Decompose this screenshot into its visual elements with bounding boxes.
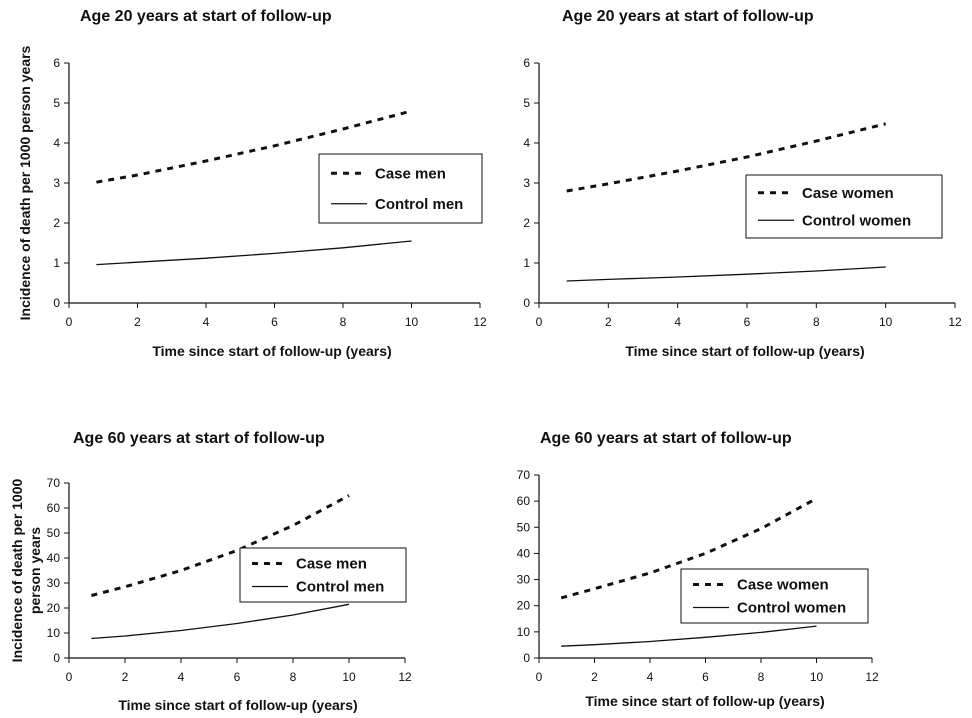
legend-entry: Control men [375, 196, 463, 213]
x-tick-label: 10 [810, 670, 824, 684]
legend-box [745, 174, 943, 239]
y-tick-label: 20 [517, 599, 531, 613]
y-tick-label: 6 [523, 56, 530, 70]
x-tick-label: 8 [758, 670, 765, 684]
chart-title: Age 20 years at start of follow-up [80, 8, 332, 25]
x-tick-label: 6 [744, 315, 751, 329]
y-tick-label: 5 [53, 96, 60, 110]
y-tick-label: 50 [47, 526, 61, 540]
x-tick-label: 12 [865, 670, 879, 684]
chart-title: Age 60 years at start of follow-up [73, 430, 325, 447]
series-line-control-men [91, 603, 350, 640]
x-tick-label: 6 [702, 670, 709, 684]
x-tick-label: 6 [234, 670, 241, 684]
y-tick-label: 0 [53, 651, 60, 665]
series-line-control-men [96, 240, 412, 266]
legend-entry: Case men [375, 165, 446, 182]
chart-2: Age 20 years at start of follow-up 0 2 4 6 8 1… [523, 8, 962, 359]
x-tick-label: 12 [473, 315, 487, 329]
y-tick-label: 5 [523, 96, 530, 110]
legend-box [318, 153, 483, 224]
x-tick-label: 0 [66, 315, 73, 329]
y-axis-label: Incidence of death per 1000 person years [17, 45, 33, 320]
chart-title: Age 60 years at start of follow-up [540, 430, 792, 447]
x-tick-label: 0 [536, 670, 543, 684]
y-tick-label: 40 [47, 551, 61, 565]
y-tick-label: 40 [517, 546, 531, 560]
legend-entry: Control women [802, 212, 911, 229]
x-tick-label: 8 [813, 315, 820, 329]
y-tick-label: 60 [47, 501, 61, 515]
x-tick-label: 4 [203, 315, 210, 329]
y-tick-label: 2 [523, 216, 530, 230]
x-tick-label: 4 [674, 315, 681, 329]
y-tick-label: 0 [523, 651, 530, 665]
y-tick-label: 2 [53, 216, 60, 230]
legend-entry: Case men [296, 556, 367, 573]
x-axis-label: Time since start of follow-up (years) [152, 343, 391, 359]
y-tick-label: 6 [53, 56, 60, 70]
x-tick-label: 8 [290, 670, 297, 684]
y-tick-label: 1 [523, 256, 530, 270]
y-tick-label: 10 [47, 626, 61, 640]
x-tick-label: 10 [342, 670, 356, 684]
x-tick-label: 2 [591, 670, 598, 684]
legend-entry: Case women [802, 185, 894, 202]
y-tick-label: 0 [53, 296, 60, 310]
x-tick-label: 4 [647, 670, 654, 684]
series-line-control-women [566, 266, 886, 282]
series-line-control-women [561, 625, 817, 647]
x-tick-label: 8 [340, 315, 347, 329]
chart-3: Age 60 years at start of follow-up 0 2 4 6 8 1… [9, 430, 412, 713]
y-tick-label: 50 [517, 520, 531, 534]
y-tick-label: 30 [517, 573, 531, 587]
legend-entry: Control women [737, 600, 846, 617]
y-tick-label: 60 [517, 494, 531, 508]
x-tick-label: 10 [405, 315, 419, 329]
x-axis-label: Time since start of follow-up (years) [625, 343, 864, 359]
legend-box [239, 547, 407, 603]
y-tick-label: 3 [523, 176, 530, 190]
x-tick-label: 2 [134, 315, 141, 329]
x-tick-label: 2 [122, 670, 129, 684]
series-line-case-women [566, 122, 887, 193]
x-tick-label: 10 [879, 315, 893, 329]
y-tick-label: 10 [517, 625, 531, 639]
x-tick-label: 4 [178, 670, 185, 684]
y-tick-label: 3 [53, 176, 60, 190]
series-line-case-women [560, 497, 818, 600]
y-tick-label: 0 [523, 296, 530, 310]
x-axis-label: Time since start of follow-up (years) [585, 693, 824, 709]
legend-box [680, 568, 869, 624]
x-tick-label: 6 [271, 315, 278, 329]
y-tick-label: 30 [47, 576, 61, 590]
y-tick-label: 70 [517, 468, 531, 482]
y-tick-label: 20 [47, 601, 61, 615]
x-tick-label: 12 [948, 315, 962, 329]
y-tick-label: 4 [53, 136, 60, 150]
x-tick-label: 12 [398, 670, 412, 684]
legend-entry: Control men [296, 579, 384, 596]
legend-entry: Case women [737, 577, 829, 594]
y-tick-label: 1 [53, 256, 60, 270]
y-axis-label: Incidence of death per 1000 person years [9, 478, 43, 662]
x-tick-label: 2 [605, 315, 612, 329]
series-line-case-men [91, 494, 350, 597]
x-tick-label: 0 [536, 315, 543, 329]
chart-4: Age 60 years at start of follow-up 0 2 4 6 8 1… [517, 430, 879, 709]
y-tick-label: 4 [523, 136, 530, 150]
chart-title: Age 20 years at start of follow-up [562, 8, 814, 25]
chart-1: Age 20 years at start of follow-up 0 2 4 6 8 1… [17, 8, 487, 359]
series-line-case-men [96, 109, 412, 184]
y-tick-label: 70 [47, 476, 61, 490]
x-axis-label: Time since start of follow-up (years) [118, 697, 357, 713]
x-tick-label: 0 [66, 670, 73, 684]
